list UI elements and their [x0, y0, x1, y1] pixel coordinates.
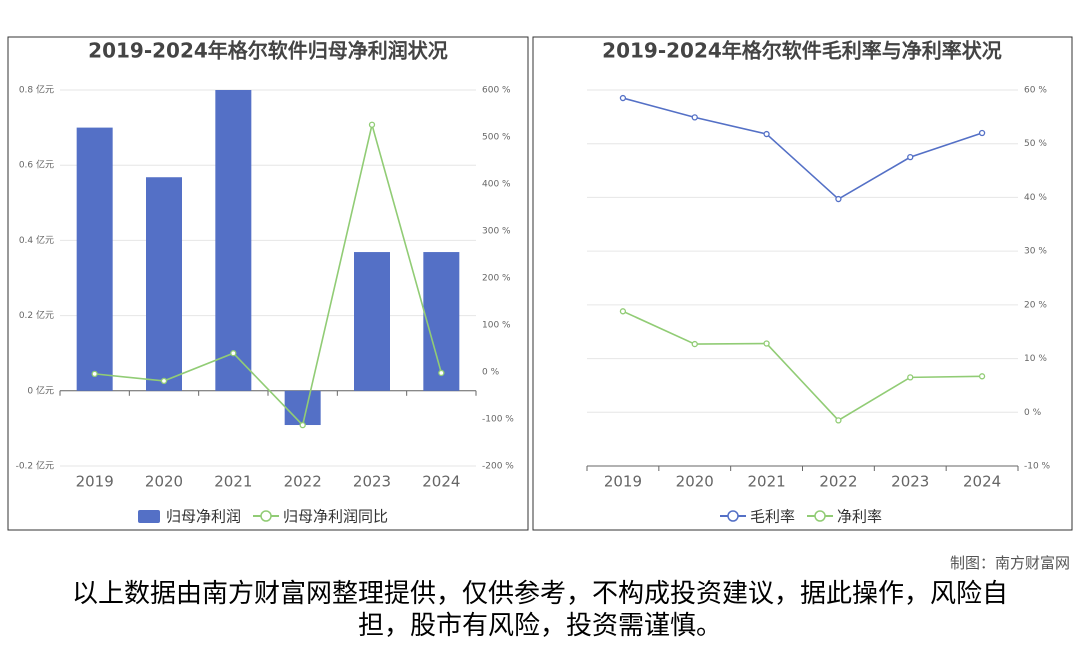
chart-title: 2019-2024年格尔软件毛利率与净利率状况 — [602, 39, 1002, 63]
y-tick-label: 40 % — [1024, 193, 1047, 203]
x-tick-label: 2019 — [76, 473, 114, 491]
point — [299, 421, 306, 429]
legend-swatch — [138, 510, 160, 523]
y2-tick-label: 300 % — [482, 227, 511, 237]
point — [835, 417, 842, 424]
point — [160, 377, 168, 385]
point — [91, 370, 98, 378]
y2-tick-label: -200 % — [482, 462, 514, 472]
x-tick-label: 2020 — [145, 473, 183, 491]
y2-tick-label: 600 % — [482, 86, 511, 96]
y-tick-label: 60 % — [1024, 86, 1047, 96]
chart-title: 2019-2024年格尔软件归母净利润状况 — [88, 39, 448, 63]
point — [763, 130, 770, 138]
x-tick-label: 2022 — [819, 473, 857, 491]
y2-tick-label: 100 % — [482, 321, 511, 331]
legend-marker — [814, 510, 826, 522]
y-tick-label: 0.2 亿元 — [19, 309, 54, 321]
series-line — [622, 310, 983, 422]
y-tick-label: 0 % — [1024, 408, 1042, 418]
x-tick-label: 2021 — [747, 473, 785, 491]
y-tick-label: 0.8 亿元 — [19, 84, 54, 96]
point — [438, 369, 445, 377]
point — [619, 94, 627, 102]
charts: 2019-2024年格尔软件归母净利润状况 -0.2 亿元 0 亿元 0.2 亿元 0.… — [7, 36, 1073, 531]
point — [907, 374, 914, 381]
y2-tick-label: 500 % — [482, 133, 511, 143]
y-tick-label: 30 % — [1024, 247, 1047, 257]
bar — [76, 127, 113, 391]
point — [763, 340, 770, 347]
point — [907, 153, 914, 161]
panel-frame — [532, 36, 1073, 531]
y-tick-label: -0.2 亿元 — [16, 460, 54, 472]
y-tick-label: 0.4 亿元 — [19, 234, 54, 246]
y-tick-label: -10 % — [1024, 462, 1051, 472]
series-line — [94, 124, 443, 427]
bar — [423, 252, 460, 391]
legend-label: 归母净利润 — [166, 508, 241, 526]
bar — [215, 90, 252, 391]
x-tick-label: 2019 — [604, 473, 642, 491]
y2-tick-label: 400 % — [482, 180, 511, 190]
x-tick-label: 2023 — [891, 473, 929, 491]
bar — [146, 177, 182, 391]
point — [978, 129, 986, 137]
panel-frame — [7, 36, 529, 531]
legend-marker — [260, 510, 272, 522]
y-tick-label: 0.6 亿元 — [19, 159, 54, 171]
x-tick-label: 2023 — [353, 473, 391, 491]
y2-tick-label: -100 % — [482, 415, 514, 425]
legend-marker — [727, 510, 739, 522]
y-tick-label: 20 % — [1024, 300, 1047, 310]
credit: 制图：南方财富网 — [949, 554, 1070, 572]
y2-tick-label: 200 % — [482, 274, 511, 284]
bar — [354, 252, 390, 391]
series-line — [622, 97, 983, 201]
x-tick-label: 2024 — [422, 473, 460, 491]
x-tick-label: 2024 — [963, 473, 1001, 491]
x-tick-label: 2021 — [214, 473, 252, 491]
y-tick-label: 50 % — [1024, 139, 1047, 149]
y-tick-label: 10 % — [1024, 354, 1047, 364]
point — [835, 195, 842, 203]
point — [691, 114, 698, 121]
point — [230, 350, 237, 357]
point — [619, 308, 627, 315]
legend-label: 归母净利润同比 — [283, 508, 388, 526]
y-tick-label: 0 亿元 — [27, 384, 54, 396]
bar — [284, 390, 321, 426]
y2-tick-label: 0 % — [482, 368, 500, 378]
legend-label: 毛利率 — [750, 508, 795, 526]
disclaimer: 以上数据由南方财富网整理提供，仅供参考，不构成投资建议，据此操作，风险自担，股市… — [71, 579, 1008, 641]
point — [691, 340, 698, 348]
x-tick-label: 2020 — [676, 473, 714, 491]
legend-label: 净利率 — [837, 508, 882, 526]
point — [368, 121, 376, 128]
x-tick-label: 2022 — [284, 473, 322, 491]
point — [978, 373, 986, 380]
